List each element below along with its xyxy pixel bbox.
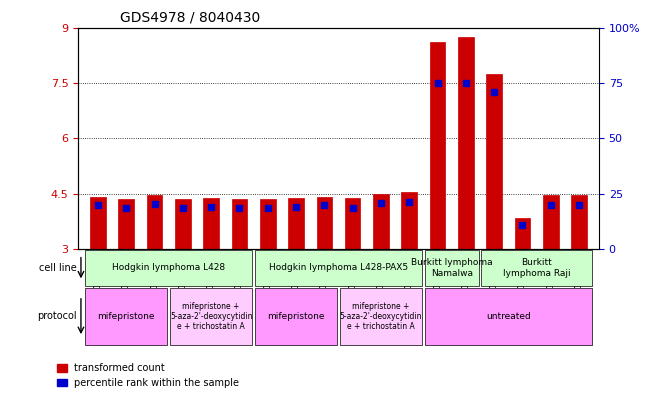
Bar	[486, 73, 502, 249]
FancyBboxPatch shape	[340, 288, 422, 345]
Text: mifepristone: mifepristone	[98, 312, 155, 321]
Text: protocol: protocol	[37, 311, 77, 321]
Bar	[345, 198, 361, 249]
Bar	[118, 199, 134, 249]
Text: Hodgkin lymphoma L428-PAX5: Hodgkin lymphoma L428-PAX5	[269, 263, 408, 272]
Text: GDS4978 / 8040430: GDS4978 / 8040430	[120, 11, 260, 25]
Bar	[232, 199, 247, 249]
FancyBboxPatch shape	[170, 288, 252, 345]
Text: Burkitt lymphoma
Namalwa: Burkitt lymphoma Namalwa	[411, 258, 493, 278]
Text: mifepristone +
5-aza-2'-deoxycytidin
e + trichostatin A: mifepristone + 5-aza-2'-deoxycytidin e +…	[340, 301, 422, 331]
Bar	[203, 198, 219, 249]
FancyBboxPatch shape	[85, 288, 167, 345]
FancyBboxPatch shape	[255, 288, 337, 345]
FancyBboxPatch shape	[482, 250, 592, 286]
Bar	[458, 37, 474, 249]
Text: Burkitt
lymphoma Raji: Burkitt lymphoma Raji	[503, 258, 570, 278]
Bar	[515, 218, 531, 249]
Bar	[260, 199, 275, 249]
Bar	[316, 196, 332, 249]
Bar	[175, 199, 191, 249]
Bar	[90, 197, 105, 249]
FancyBboxPatch shape	[425, 250, 478, 286]
Bar	[373, 194, 389, 249]
FancyBboxPatch shape	[255, 250, 422, 286]
FancyBboxPatch shape	[425, 288, 592, 345]
Text: untreated: untreated	[486, 312, 531, 321]
Bar	[543, 195, 559, 249]
FancyBboxPatch shape	[85, 250, 252, 286]
Bar	[288, 198, 304, 249]
Bar	[430, 42, 445, 249]
Bar	[572, 195, 587, 249]
Bar	[146, 195, 162, 249]
Legend: transformed count, percentile rank within the sample: transformed count, percentile rank withi…	[57, 363, 240, 388]
Text: mifepristone: mifepristone	[268, 312, 325, 321]
Text: cell line: cell line	[39, 263, 77, 273]
Text: Hodgkin lymphoma L428: Hodgkin lymphoma L428	[112, 263, 225, 272]
Bar	[402, 192, 417, 249]
Text: mifepristone +
5-aza-2'-deoxycytidin
e + trichostatin A: mifepristone + 5-aza-2'-deoxycytidin e +…	[170, 301, 253, 331]
